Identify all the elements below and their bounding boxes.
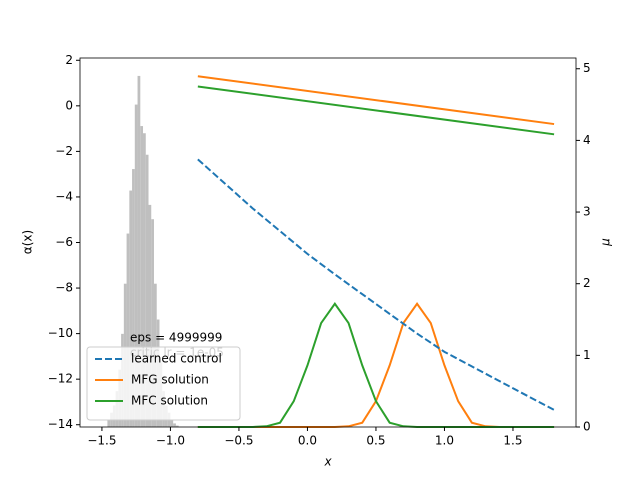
x-tick-label: 0.5 (366, 434, 385, 448)
histogram-bar (132, 169, 135, 427)
histogram-bar (143, 133, 146, 427)
histogram-bar (107, 419, 111, 427)
y2-axis-label: μ (599, 238, 613, 247)
density-line (197, 302, 555, 428)
legend-label: MFC solution (131, 394, 208, 408)
y2-tick-label: 0 (583, 420, 591, 434)
histogram-bar (148, 204, 152, 427)
histogram-bar (126, 233, 130, 427)
density-line (197, 302, 555, 428)
y2-tick-label: 3 (583, 205, 591, 219)
annotation: eps = 4999999 (130, 331, 222, 345)
y-tick-label: 0 (65, 98, 73, 112)
y-tick-label: 2 (65, 53, 73, 67)
histogram-bar (145, 154, 149, 427)
x-axis-label: x (323, 455, 332, 469)
y-tick-label: −2 (55, 144, 73, 158)
histogram-bar (134, 104, 138, 427)
y-tick-label: −8 (55, 281, 73, 295)
y-tick-label: −14 (48, 417, 73, 431)
y2-tick-label: 2 (583, 276, 591, 290)
y-tick-label: −10 (48, 326, 73, 340)
histogram-bar (151, 219, 154, 427)
x-tick-label: 1.0 (435, 434, 454, 448)
legend-label: learned control (131, 352, 222, 366)
y2-tick-label: 1 (583, 348, 591, 362)
legend-label: MFG solution (131, 373, 209, 387)
y-tick-label: −6 (55, 235, 73, 249)
histogram-bar (129, 190, 133, 427)
y2-tick-label: 4 (583, 133, 591, 147)
y-tick-label: −4 (55, 189, 73, 203)
legend-box (86, 346, 241, 421)
x-tick-label: 0.0 (298, 434, 317, 448)
y2-tick-label: 5 (583, 61, 591, 75)
y-tick-label: −12 (48, 372, 73, 386)
histogram-bar (137, 75, 141, 427)
x-tick-label: −0.5 (224, 434, 253, 448)
histogram-bar (175, 425, 179, 427)
x-tick-label: 1.5 (503, 434, 522, 448)
histogram-bar (173, 423, 176, 427)
histogram-bar (170, 419, 174, 427)
series-line (197, 158, 555, 411)
y-axis-label: α(x) (21, 230, 35, 254)
histogram-bar (140, 126, 144, 427)
x-tick-label: −1.0 (156, 434, 185, 448)
series-line (197, 75, 555, 126)
x-tick-label: −1.5 (87, 434, 116, 448)
series-line (197, 85, 555, 136)
